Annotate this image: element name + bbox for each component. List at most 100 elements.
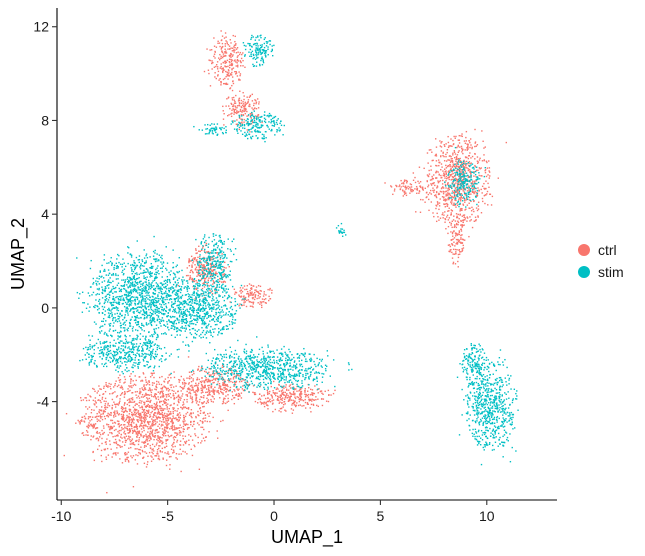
data-point xyxy=(96,288,99,290)
data-point xyxy=(132,289,134,291)
data-point xyxy=(117,278,119,280)
data-point xyxy=(440,146,443,148)
data-point xyxy=(127,308,129,310)
data-point xyxy=(123,288,126,290)
data-point xyxy=(228,64,231,66)
data-point xyxy=(252,108,254,111)
data-point xyxy=(151,420,154,423)
data-point xyxy=(182,276,184,278)
data-point xyxy=(169,428,171,430)
data-point xyxy=(107,287,110,289)
data-point xyxy=(158,272,160,275)
data-point xyxy=(457,182,459,184)
data-point xyxy=(99,409,102,411)
data-point xyxy=(143,271,146,274)
data-point xyxy=(118,402,120,405)
data-point xyxy=(150,460,153,462)
data-point xyxy=(287,394,289,397)
data-point xyxy=(204,439,206,442)
data-point xyxy=(443,155,445,158)
data-point xyxy=(127,293,130,295)
data-point xyxy=(212,279,214,282)
data-point xyxy=(473,192,475,195)
data-point xyxy=(140,446,142,448)
data-point xyxy=(110,301,113,304)
data-point xyxy=(119,458,121,460)
data-point xyxy=(434,138,437,140)
data-point xyxy=(239,108,242,111)
data-point xyxy=(203,405,205,408)
data-point xyxy=(127,301,129,303)
data-point xyxy=(169,404,171,407)
data-point xyxy=(140,380,142,382)
data-point xyxy=(158,455,160,457)
data-point xyxy=(239,303,241,305)
data-point xyxy=(142,348,144,351)
data-point xyxy=(182,388,184,390)
data-point xyxy=(423,167,425,170)
data-point xyxy=(463,188,465,190)
data-point xyxy=(168,407,170,410)
data-point xyxy=(464,142,467,145)
data-point xyxy=(160,319,162,321)
data-point xyxy=(230,42,232,44)
data-point xyxy=(474,220,477,222)
data-point xyxy=(129,410,131,412)
data-point xyxy=(142,424,145,427)
data-point xyxy=(140,424,142,427)
data-point xyxy=(201,396,203,398)
data-point xyxy=(171,384,173,386)
data-point xyxy=(172,417,175,419)
data-point xyxy=(468,140,471,142)
data-point xyxy=(201,385,204,387)
data-point xyxy=(186,411,189,414)
data-point xyxy=(99,420,101,422)
data-point xyxy=(112,301,114,304)
data-point xyxy=(112,392,114,394)
data-point xyxy=(144,298,147,300)
data-point xyxy=(453,237,456,239)
data-point xyxy=(296,396,298,398)
data-point xyxy=(189,278,191,280)
data-point xyxy=(234,106,237,108)
data-point xyxy=(314,385,316,387)
data-point xyxy=(104,410,106,413)
data-point xyxy=(155,455,158,457)
data-point xyxy=(103,409,105,412)
data-point xyxy=(107,454,110,456)
data-point xyxy=(456,184,459,186)
data-point xyxy=(476,162,479,165)
data-point xyxy=(196,275,198,277)
data-point xyxy=(99,302,101,304)
data-point xyxy=(145,392,147,395)
data-point xyxy=(293,401,296,404)
data-point xyxy=(466,143,468,145)
data-point xyxy=(114,422,117,424)
data-point xyxy=(129,325,132,327)
data-point xyxy=(223,402,225,404)
data-point xyxy=(191,264,193,266)
data-point xyxy=(460,195,462,197)
data-point xyxy=(458,197,460,199)
data-point xyxy=(136,283,139,285)
data-point xyxy=(465,160,468,163)
data-point xyxy=(121,437,123,439)
data-point xyxy=(206,251,208,253)
data-point xyxy=(233,99,235,101)
data-point xyxy=(231,55,234,57)
data-point xyxy=(225,105,227,107)
data-point xyxy=(254,289,256,291)
data-point xyxy=(123,393,126,396)
data-point xyxy=(168,456,171,458)
data-point xyxy=(119,374,121,376)
data-point xyxy=(272,390,274,392)
data-point xyxy=(166,280,168,282)
data-point xyxy=(138,261,140,264)
data-point xyxy=(450,203,453,205)
data-point xyxy=(196,400,198,402)
data-point xyxy=(303,404,305,407)
data-point xyxy=(225,395,227,397)
data-point xyxy=(134,413,137,416)
data-point xyxy=(105,287,107,289)
data-point xyxy=(215,377,217,380)
